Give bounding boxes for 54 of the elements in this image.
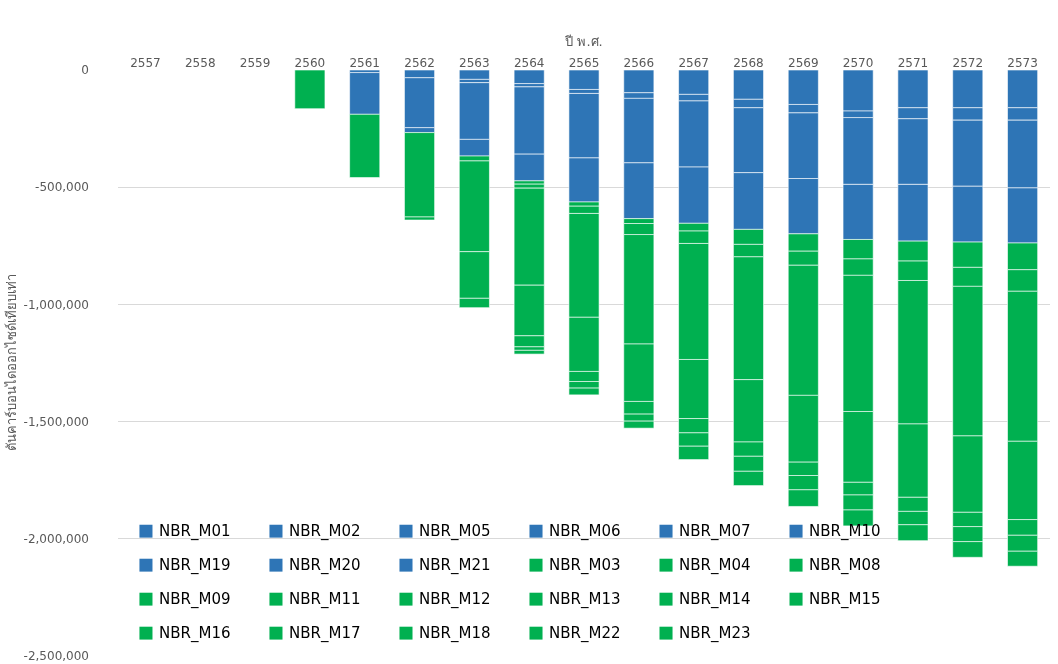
- x-tick-label: 2573: [1007, 55, 1038, 70]
- x-tick-label: 2571: [897, 55, 929, 70]
- bar: [294, 70, 326, 109]
- legend-label: NBR_M22: [549, 624, 621, 643]
- bar: [568, 70, 600, 90]
- legend-label: NBR_M21: [419, 556, 491, 575]
- legend-label: NBR_M18: [419, 624, 491, 643]
- legend-label: NBR_M01: [159, 522, 231, 541]
- bar: [623, 70, 655, 94]
- x-tick-label: 2562: [404, 55, 435, 70]
- y-tick-label: -1,000,000: [23, 297, 89, 312]
- x-axis-title: ปี พ.ศ.: [564, 33, 603, 49]
- y-tick-label: -500,000: [35, 180, 89, 195]
- y-axis-title: ตันคาร์บอนไดออกไซด์เทียบเท่า: [3, 274, 19, 452]
- x-tick-label: 2569: [788, 55, 819, 70]
- legend-label: NBR_M23: [679, 624, 751, 643]
- x-tick-label: 2560: [294, 55, 326, 70]
- legend-label: NBR_M11: [289, 590, 361, 609]
- x-tick-label: 2567: [678, 55, 709, 70]
- y-tick-label: 0: [81, 63, 89, 78]
- legend-label: NBR_M20: [289, 556, 361, 575]
- x-tick-label: 2559: [239, 55, 271, 70]
- bar: [513, 350, 545, 355]
- legend-label: NBR_M14: [679, 590, 751, 609]
- legend-label: NBR_M12: [419, 590, 491, 609]
- legend-label: NBR_M16: [159, 624, 231, 643]
- x-tick-label: 2558: [184, 55, 216, 70]
- x-tick-label: 2565: [568, 55, 600, 70]
- x-tick-label: 2557: [130, 55, 161, 70]
- x-tick-label: 2566: [623, 55, 655, 70]
- x-tick-label: 2563: [459, 55, 490, 70]
- y-tick-label: -2,000,000: [23, 532, 89, 546]
- bar: [513, 70, 545, 84]
- x-tick-label: 2570: [842, 55, 874, 70]
- legend-label: NBR_M05: [419, 522, 491, 541]
- legend-label: NBR_M08: [809, 556, 881, 575]
- x-tick-label: 2568: [733, 55, 764, 70]
- bar: [458, 70, 490, 80]
- legend-label: NBR_M17: [289, 624, 361, 643]
- legend-label: NBR_M10: [809, 522, 881, 541]
- x-tick-label: 2564: [513, 55, 545, 70]
- legend-label: NBR_M09: [159, 590, 231, 609]
- legend-label: NBR_M03: [549, 556, 621, 575]
- legend-label: NBR_M19: [159, 556, 231, 575]
- legend-label: NBR_M04: [679, 556, 751, 575]
- x-tick-label: 2572: [952, 55, 984, 70]
- x-tick-label: 2561: [349, 55, 380, 70]
- y-tick-label: -1,500,000: [23, 414, 89, 429]
- y-tick-label: -2,500,000: [23, 649, 89, 664]
- legend-label: NBR_M06: [549, 522, 621, 541]
- legend-label: NBR_M15: [809, 590, 881, 609]
- legend-label: NBR_M02: [289, 522, 361, 541]
- legend-label: NBR_M13: [549, 590, 621, 609]
- legend-label: NBR_M07: [679, 522, 751, 541]
